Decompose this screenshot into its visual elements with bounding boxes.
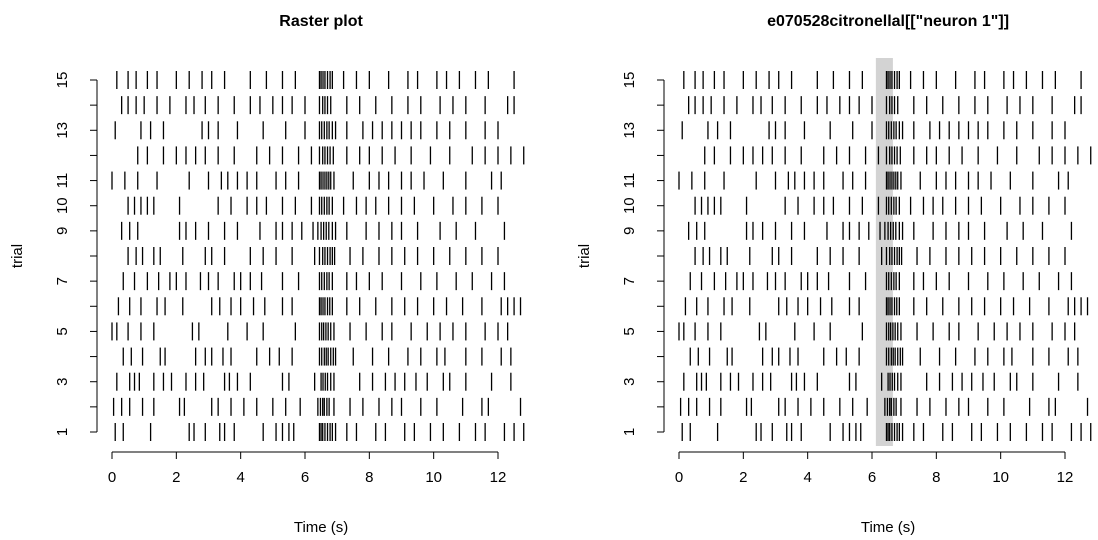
x-tick-label: 4 <box>236 469 244 486</box>
y-tick-label: 11 <box>54 173 71 189</box>
chart-title: Raster plot <box>279 13 363 30</box>
y-tick-label: 1 <box>54 428 71 436</box>
y-axis-title: trial <box>576 244 593 268</box>
y-tick-label: 10 <box>54 197 71 214</box>
x-tick-label: 8 <box>365 469 373 486</box>
y-tick-label: 3 <box>621 378 638 386</box>
x-axis-title: Time (s) <box>861 519 915 536</box>
x-tick-label: 4 <box>803 469 811 486</box>
x-tick-label: 0 <box>108 469 116 486</box>
x-tick-label: 12 <box>1057 469 1074 486</box>
y-tick-label: 5 <box>54 327 71 335</box>
y-axis-title: trial <box>9 244 26 268</box>
x-tick-label: 10 <box>992 469 1009 486</box>
y-tick-label: 5 <box>621 327 638 335</box>
y-tick-label: 1 <box>621 428 638 436</box>
y-tick-label: 13 <box>621 122 638 139</box>
y-tick-label: 9 <box>54 227 71 235</box>
y-tick-label: 7 <box>54 277 71 285</box>
x-tick-label: 6 <box>868 469 876 486</box>
y-tick-label: 3 <box>54 378 71 386</box>
x-tick-label: 0 <box>675 469 683 486</box>
x-tick-label: 8 <box>932 469 940 486</box>
y-tick-label: 9 <box>621 227 638 235</box>
x-axis-title: Time (s) <box>294 519 348 536</box>
x-tick-label: 6 <box>301 469 309 486</box>
chart-title: e070528citronellal[["neuron 1"]] <box>767 13 1009 30</box>
y-tick-label: 15 <box>621 72 638 89</box>
y-tick-label: 11 <box>621 173 638 189</box>
y-tick-label: 10 <box>621 197 638 214</box>
y-tick-label: 13 <box>54 122 71 139</box>
x-tick-label: 2 <box>172 469 180 486</box>
x-tick-label: 12 <box>490 469 507 486</box>
y-tick-label: 15 <box>54 72 71 89</box>
y-tick-label: 7 <box>621 277 638 285</box>
x-tick-label: 2 <box>739 469 747 486</box>
x-tick-label: 10 <box>425 469 442 486</box>
